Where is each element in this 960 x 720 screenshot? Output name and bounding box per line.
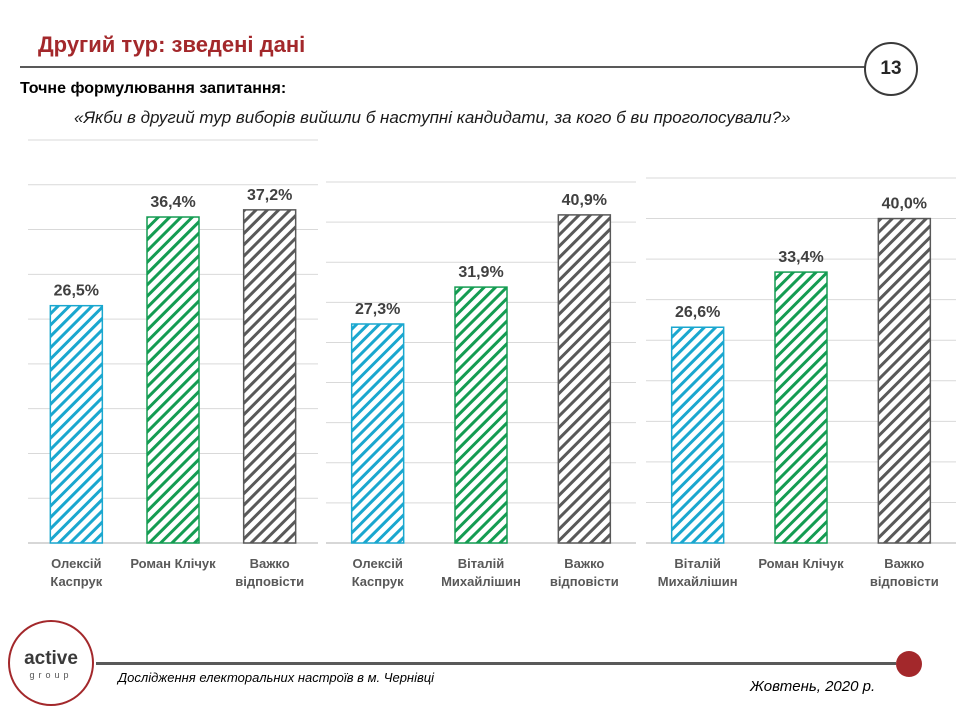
data-label-1-1: 26,5% xyxy=(54,283,99,300)
data-label-2-2: 31,9% xyxy=(458,264,503,281)
question-text: «Якби в другий тур виборів вийшли б наст… xyxy=(74,108,791,127)
logo-word: active xyxy=(24,648,78,669)
bar-charts: 26,5% Олексій Каспрук 36,4% Роман Клічук 37,2… xyxy=(28,139,956,589)
category-label-3-3: Важко відповісти xyxy=(870,556,939,589)
category-label-1-1: Олексій Каспрук xyxy=(50,556,102,589)
category-label-1-2: Роман Клічук xyxy=(130,556,216,571)
bar-1-2 xyxy=(146,216,200,544)
bar-3-1 xyxy=(670,326,725,544)
header-divider xyxy=(20,66,868,68)
data-label-3-2: 33,4% xyxy=(778,249,823,266)
page-title: Другий тур: зведені дані xyxy=(38,32,306,57)
category-label-2-3: Важко відповісти xyxy=(550,556,619,589)
question-label: Точне формулювання запитання: xyxy=(20,80,287,97)
data-label-3-3: 40,0% xyxy=(882,196,927,213)
category-label-2-2: Віталій Михайлішин xyxy=(441,556,521,589)
category-label-1-3: Важко відповісти xyxy=(235,556,304,589)
data-label-2-1: 27,3% xyxy=(355,301,400,318)
bar-3-2 xyxy=(774,271,828,544)
data-label-2-3: 40,9% xyxy=(562,192,607,209)
bar-1-1 xyxy=(49,304,104,544)
bar-1-3 xyxy=(242,209,297,544)
category-label-3-1: Віталій Михайлішин xyxy=(658,556,738,589)
logo-sub: group xyxy=(29,670,73,680)
data-label-1-3: 37,2% xyxy=(247,187,292,204)
bar-3-3 xyxy=(877,217,932,544)
footer-dot xyxy=(896,651,922,677)
category-label-3-2: Роман Клічук xyxy=(758,556,844,571)
bar-2-1 xyxy=(350,323,405,544)
category-label-2-1: Олексій Каспрук xyxy=(352,556,404,589)
page-number-badge: 13 xyxy=(864,42,918,96)
footer-study: Дослідження електоральних настроїв в м. … xyxy=(118,670,435,685)
footer-divider xyxy=(96,662,896,665)
data-label-1-2: 36,4% xyxy=(150,194,195,211)
bar-2-2 xyxy=(454,286,508,544)
data-label-3-1: 26,6% xyxy=(675,304,720,321)
footer-date: Жовтень, 2020 р. xyxy=(750,678,876,695)
bar-2-3 xyxy=(557,214,612,544)
active-group-logo: active group xyxy=(8,620,94,706)
